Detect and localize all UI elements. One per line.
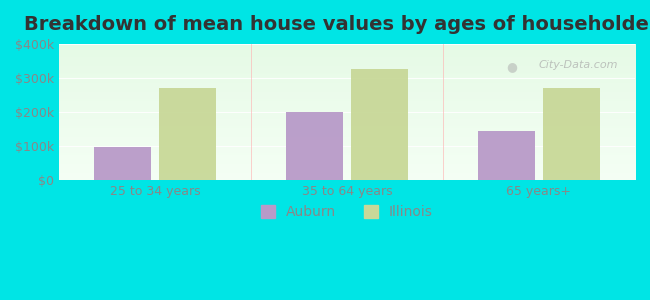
Bar: [543, 88, 601, 180]
Bar: [159, 88, 216, 180]
Bar: [351, 69, 408, 180]
Bar: [478, 131, 535, 180]
Bar: [94, 147, 151, 180]
Text: ●: ●: [506, 60, 517, 73]
Bar: [285, 112, 343, 180]
Title: Breakdown of mean house values by ages of householders: Breakdown of mean house values by ages o…: [24, 15, 650, 34]
Legend: Auburn, Illinois: Auburn, Illinois: [255, 200, 439, 225]
Text: City-Data.com: City-Data.com: [538, 60, 617, 70]
